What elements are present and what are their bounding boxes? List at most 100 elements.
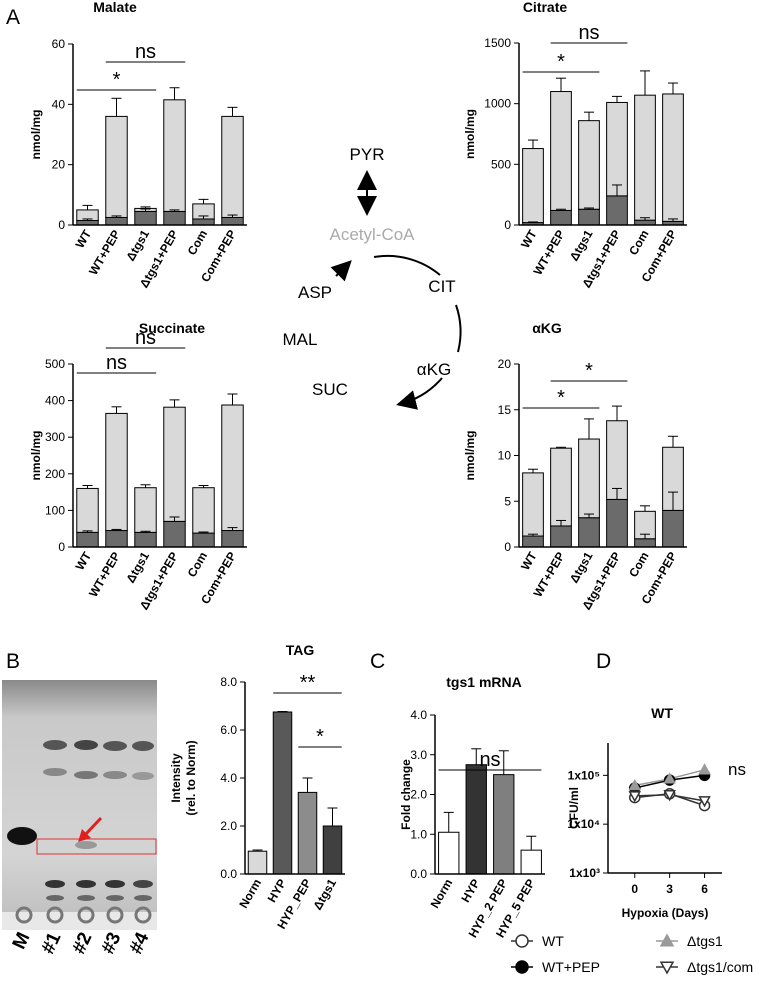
bar-segment (634, 94, 656, 221)
y-tick-label: 100 (45, 503, 65, 517)
lane-label: #1 (38, 929, 66, 957)
bar-segment (578, 120, 600, 210)
significance-label: ns (135, 327, 156, 349)
y-tick-label: 400 (45, 394, 65, 408)
significance-label: * (585, 360, 593, 382)
point (628, 778, 642, 791)
significance-label: ** (300, 672, 316, 694)
bar (493, 774, 515, 875)
y-tick-label: 60 (52, 37, 66, 51)
y-tick-label: 0 (504, 218, 511, 232)
y-tick-label: 0 (504, 540, 511, 554)
y-tick-label: 4.0 (410, 708, 427, 722)
bar-segment (606, 498, 628, 548)
bar-segment (192, 532, 215, 548)
y-axis-label: CFU/ml (567, 787, 581, 829)
bar-segment (134, 487, 157, 533)
legend-label: WT (542, 933, 564, 949)
point (698, 796, 711, 808)
pathway-label: Acetyl-CoA (329, 225, 415, 244)
x-tick-label: Com (185, 550, 210, 580)
x-tick-label: WT (518, 227, 540, 251)
chart-title: WT (651, 705, 673, 721)
y-tick-label: 10 (498, 449, 512, 463)
legend-label: Δtgs1/com (687, 959, 753, 975)
point (663, 790, 676, 802)
chart-title: Succinate (139, 320, 205, 336)
significance-label: ns (106, 352, 127, 374)
bar-segment (550, 525, 572, 548)
lane-label: #4 (126, 929, 154, 957)
bar-segment (163, 210, 186, 226)
legend-label: WT+PEP (542, 959, 600, 975)
bar-segment (606, 420, 628, 500)
bar (520, 849, 542, 875)
x-tick-label: HYP (458, 877, 482, 905)
pathway-arrows (330, 170, 462, 410)
chart-title: TAG (286, 642, 315, 658)
y-tick-label: 15 (498, 403, 512, 417)
x-tick-label: WT (73, 227, 95, 251)
bar-segment (76, 531, 99, 548)
x-tick-label: HYP (265, 877, 289, 905)
legend-label: Δtgs1 (687, 933, 723, 949)
bar-segment (634, 538, 656, 548)
bar (465, 764, 487, 875)
y-tick-label: 1.0 (410, 827, 427, 841)
bar-segment (134, 531, 157, 548)
y-axis-label: Intensity (169, 753, 183, 803)
y-tick-label: 6.0 (220, 723, 237, 737)
bar-segment (105, 216, 128, 226)
x-axis-label: Hypoxia (Days) (622, 906, 709, 920)
point (628, 791, 642, 803)
bar (322, 825, 343, 875)
pathway-label: ASP (298, 283, 332, 302)
chart-title: Citrate (523, 0, 568, 15)
panel-label: A (6, 6, 20, 29)
bar-segment (221, 216, 244, 226)
pathway-label: CIT (428, 277, 455, 296)
x-tick-label: Norm (428, 877, 456, 911)
pathway-label: PYR (350, 145, 385, 164)
bar-segment (76, 487, 99, 533)
bar-segment (221, 115, 244, 218)
panel-label: D (596, 650, 611, 673)
bar (272, 711, 293, 875)
significance-label: * (316, 726, 324, 748)
x-tick-label: 3 (666, 882, 673, 896)
chart-title: tgs1 mRNA (446, 674, 521, 690)
x-tick-label: Δtgs1 (567, 549, 596, 585)
bar-segment (578, 517, 600, 548)
x-tick-label: Δtgs1 (123, 227, 152, 263)
bar-segment (192, 218, 215, 226)
point (659, 933, 675, 947)
bar-segment (550, 447, 572, 527)
y-tick-label: 1500 (484, 36, 511, 50)
y-tick-label: 40 (52, 97, 66, 111)
y-tick-label: 2.0 (220, 819, 237, 833)
x-tick-label: Com (626, 228, 651, 258)
y-tick-label: 2.0 (410, 788, 427, 802)
y-tick-label: 5 (504, 494, 511, 508)
y-tick-label: 8.0 (220, 675, 237, 689)
bar-segment (578, 208, 600, 226)
y-axis-label: Fold change (399, 759, 413, 830)
x-tick-label: Δtgs1 (123, 549, 152, 585)
x-tick-label: WT (518, 549, 540, 573)
lane-label: M (9, 929, 35, 952)
bar-segment (550, 209, 572, 226)
y-axis-label: nmol/mg (29, 431, 43, 481)
lane-label: #3 (98, 929, 126, 957)
pathway-label: MAL (283, 330, 318, 349)
point (698, 763, 711, 775)
x-tick-label: Com (626, 550, 651, 580)
y-axis-label: (rel. to Norm) (184, 740, 198, 815)
bar-segment (221, 404, 244, 532)
bar-segment (134, 210, 157, 226)
significance-label: * (113, 69, 121, 91)
bar-segment (606, 101, 628, 197)
bar (438, 831, 460, 875)
bar-segment (578, 438, 600, 519)
gel-image (2, 680, 157, 930)
